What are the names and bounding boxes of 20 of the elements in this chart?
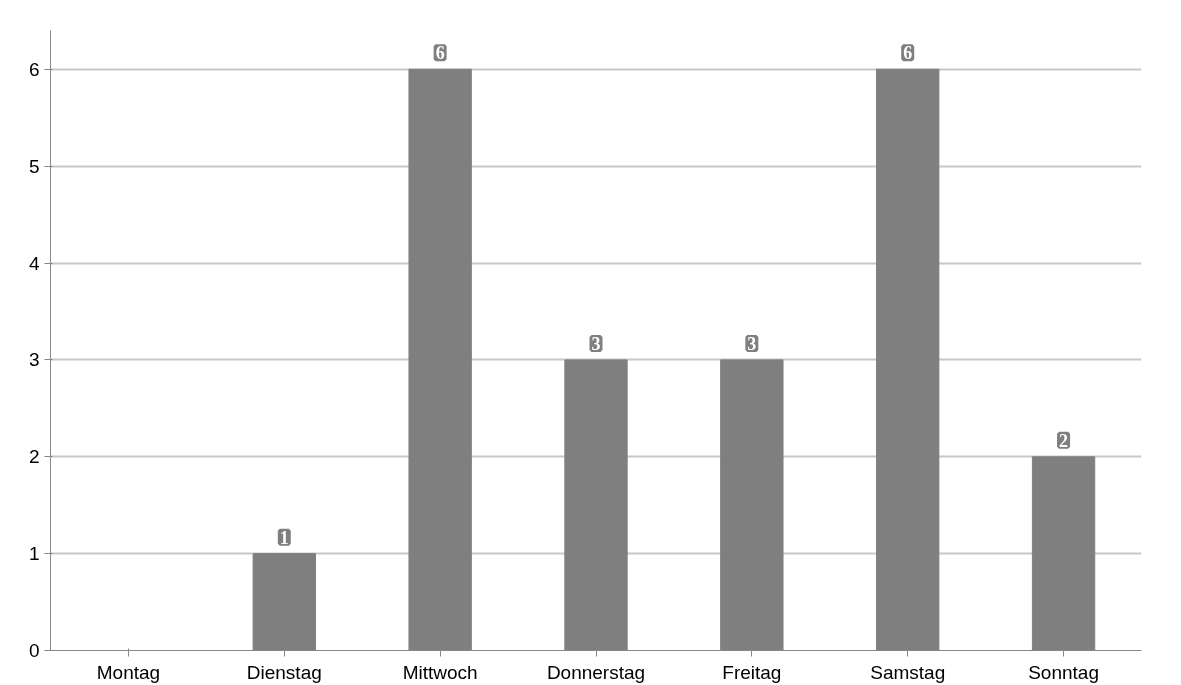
- data-label: 3: [747, 333, 757, 354]
- x-tick-label: Dienstag: [246, 661, 322, 683]
- data-label: 2: [1059, 430, 1069, 451]
- x-tick-label: Mittwoch: [402, 661, 478, 683]
- data-label: 6: [903, 43, 913, 64]
- data-label: 6: [435, 43, 445, 64]
- x-tick-label: Freitag: [722, 661, 782, 683]
- y-tick-label: 0: [28, 640, 40, 661]
- x-tick-label: Montag: [96, 661, 161, 683]
- y-tick-label: 1: [28, 543, 40, 565]
- y-tick-label: 4: [28, 252, 40, 274]
- data-label: 1: [279, 527, 289, 548]
- data-label: 3: [591, 333, 601, 354]
- y-tick-label: 6: [28, 58, 40, 80]
- y-tick-label: 2: [28, 446, 40, 468]
- x-tick-label: Samstag: [870, 661, 946, 683]
- y-tick-label: 5: [28, 155, 40, 177]
- x-tick-label: Donnerstag: [546, 661, 646, 683]
- x-tick-label: Sonntag: [1028, 661, 1099, 683]
- y-tick-label: 3: [28, 349, 40, 371]
